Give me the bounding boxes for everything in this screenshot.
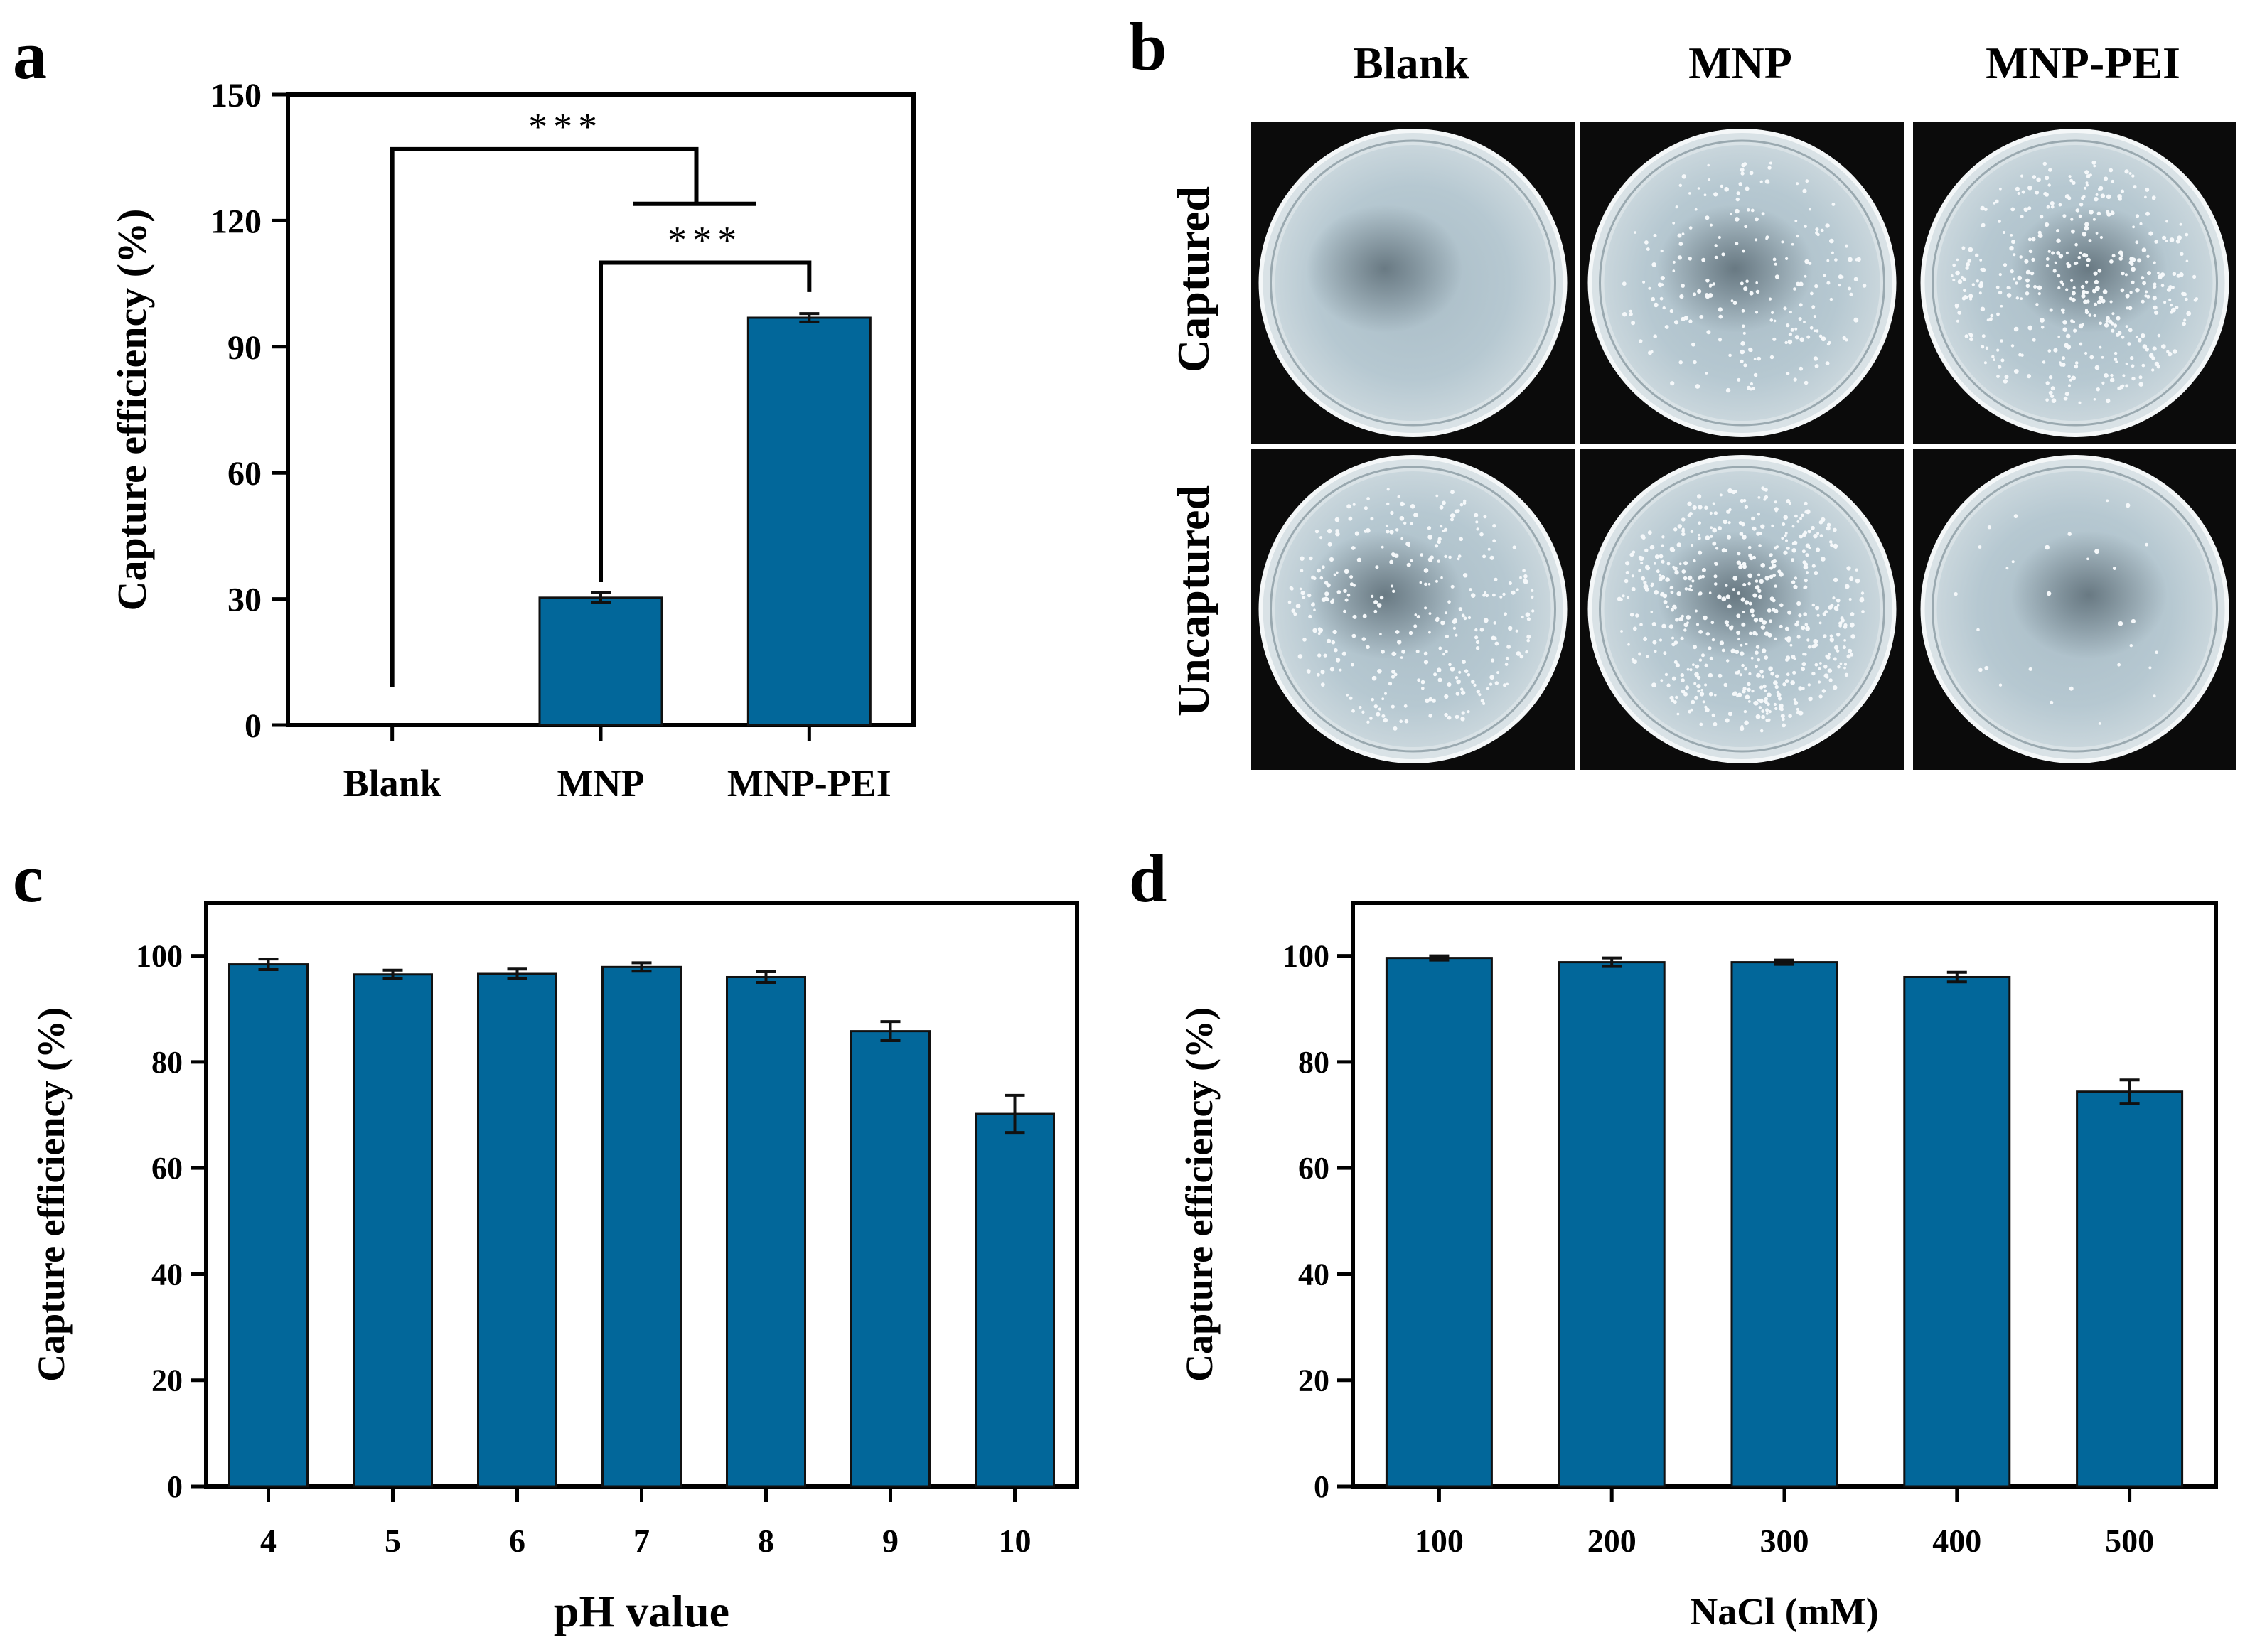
column-header-mnp: MNP [1688,38,1792,88]
plate-captured-mnp [1580,122,1904,444]
panel-letter-d: d [1129,840,1167,916]
y-tick-label-c-20: 20 [151,1363,183,1398]
plate-uncaptured-blank [1251,449,1575,770]
bar-c-7 [601,965,682,1488]
row-header-uncaptured: Uncaptured [1168,485,1218,717]
plate-uncaptured-blank-dish-rim-inner [1270,466,1556,753]
y-tick-label-a-30: 30 [227,581,262,619]
bar-d-100 [1385,957,1493,1488]
x-tick-label-a-Blank: Blank [343,762,441,805]
plate-uncaptured-mnp-reflection [1656,531,1814,659]
x-tick-label-a-MNP: MNP [557,762,645,805]
chart-a: 0 30 60 90 120 150 Blank MNP MNP-PEI Capture effi… [109,77,916,805]
bar-d-500 [2076,1090,2184,1488]
bar-d-400 [1903,975,2011,1488]
x-tick-label-c-6: 6 [509,1523,525,1559]
x-axis-title-c: pH value [554,1586,729,1636]
plate-uncaptured-mnp-pei-reflection [2010,531,2168,659]
bar-c-8 [726,975,806,1488]
bar-d-200 [1558,961,1666,1488]
bar-a-MNP-PEI [746,316,872,726]
bar-c-4 [228,963,309,1488]
x-tick-label-a-MNP-PEI: MNP-PEI [727,762,891,805]
y-tick-label-a-0: 0 [245,707,262,745]
y-tick-label-c-0: 0 [167,1469,183,1504]
x-tick-label-d-100: 100 [1415,1523,1464,1559]
plate-captured-mnp-pei-reflection [2010,205,2168,333]
y-tick-label-a-90: 90 [227,329,262,367]
plate-captured-mnp-pei-dish-rim-inner [1932,139,2218,427]
plate-uncaptured-mnp-pei-dish-rim-inner [1932,466,2218,753]
significance-bracket-inner [599,260,812,582]
panel-letter-b: b [1129,9,1167,85]
x-tick-label-c-7: 7 [633,1523,650,1559]
y-tick-label-a-150: 150 [210,77,262,114]
column-header-mnp-pei: MNP-PEI [1986,38,2180,88]
y-tick-label-d-80: 80 [1298,1045,1329,1080]
panel-letter-c: c [13,840,43,916]
panel-letter-a: a [13,17,47,93]
plate-captured-blank [1251,122,1575,444]
y-tick-label-d-20: 20 [1298,1363,1329,1398]
bar-c-6 [477,972,557,1488]
x-tick-label-d-400: 400 [1932,1523,1981,1559]
plate-captured-mnp-pei-colonies [1951,161,2199,404]
plate-captured-blank-reflection [1306,205,1463,333]
plate-uncaptured-blank-colonies [1287,488,1535,731]
x-tick-label-d-200: 200 [1587,1523,1636,1559]
bar-c-5 [353,973,433,1488]
y-axis-title-c: Capture efficiency (%) [30,1007,73,1382]
row-header-captured: Captured [1168,186,1218,372]
plate-captured-mnp-pei [1913,122,2236,444]
x-tick-label-d-500: 500 [2105,1523,2154,1559]
plate-captured-mnp-colonies [1622,161,1867,393]
y-tick-label-a-120: 120 [210,203,262,240]
y-tick-label-c-40: 40 [151,1257,183,1292]
y-axis-title-a: Capture efficiency (%) [109,209,155,611]
y-tick-label-d-0: 0 [1314,1469,1329,1504]
x-tick-label-c-5: 5 [385,1523,401,1559]
bar-a-MNP [538,596,663,726]
plate-uncaptured-mnp [1580,449,1904,770]
chart-d: 0 20 40 60 80 100 100 200 300 400 500 Capture effic… [1178,901,2218,1633]
y-tick-label-c-80: 80 [151,1045,183,1080]
x-tick-label-c-9: 9 [882,1523,899,1559]
plate-uncaptured-mnp-pei [1913,449,2236,770]
bar-c-10 [975,1112,1055,1488]
plate-captured-mnp-reflection [1656,205,1814,333]
y-tick-label-c-60: 60 [151,1151,183,1186]
x-tick-label-c-4: 4 [260,1523,277,1559]
y-tick-label-c-100: 100 [136,939,183,974]
y-tick-label-a-60: 60 [227,455,262,493]
x-tick-label-d-300: 300 [1760,1523,1809,1559]
bar-c-9 [850,1030,931,1488]
y-tick-label-d-60: 60 [1298,1151,1329,1186]
y-tick-label-d-100: 100 [1282,939,1329,974]
plate-uncaptured-blank-reflection [1306,531,1463,659]
significance-label-outer: *** [528,105,603,148]
bar-d-300 [1730,961,1838,1488]
plate-photo-grid: Blank MNP MNP-PEI Captured Uncaptured [1168,38,2236,770]
significance-label-inner: *** [668,219,742,262]
plate-uncaptured-mnp-pei-colonies [1954,499,2158,725]
column-header-blank: Blank [1353,38,1469,88]
plate-uncaptured-mnp-colonies [1617,486,1865,733]
y-axis-title-d: Capture efficiency (%) [1178,1007,1221,1382]
y-tick-label-d-40: 40 [1298,1257,1329,1292]
chart-c: 0 20 40 60 80 100 4 5 6 7 8 9 10 Capture efficiency (… [30,901,1079,1636]
plate-captured-mnp-dish-rim-inner [1599,139,1885,427]
x-tick-label-c-8: 8 [758,1523,774,1559]
plate-captured-blank-dish-rim-inner [1270,139,1556,427]
x-tick-label-c-10: 10 [999,1523,1032,1559]
x-axis-title-d: NaCl (mM) [1690,1590,1878,1633]
plate-uncaptured-mnp-dish-rim-inner [1599,466,1885,753]
significance-bracket-outer [390,146,699,687]
